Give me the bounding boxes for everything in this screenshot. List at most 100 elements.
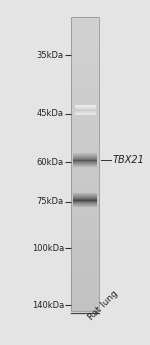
FancyBboxPatch shape	[71, 172, 99, 176]
FancyBboxPatch shape	[73, 203, 97, 204]
FancyBboxPatch shape	[73, 154, 97, 155]
FancyBboxPatch shape	[73, 194, 97, 195]
FancyBboxPatch shape	[73, 200, 97, 201]
FancyBboxPatch shape	[71, 63, 99, 67]
FancyBboxPatch shape	[71, 193, 99, 196]
FancyBboxPatch shape	[71, 69, 99, 73]
FancyBboxPatch shape	[73, 193, 97, 194]
FancyBboxPatch shape	[71, 198, 99, 202]
FancyBboxPatch shape	[75, 109, 96, 110]
FancyBboxPatch shape	[75, 113, 96, 114]
FancyBboxPatch shape	[73, 204, 97, 205]
FancyBboxPatch shape	[73, 199, 97, 200]
FancyBboxPatch shape	[71, 237, 99, 240]
FancyBboxPatch shape	[73, 162, 97, 163]
FancyBboxPatch shape	[75, 111, 96, 112]
FancyBboxPatch shape	[73, 198, 97, 199]
FancyBboxPatch shape	[73, 195, 97, 196]
FancyBboxPatch shape	[73, 154, 97, 155]
FancyBboxPatch shape	[75, 110, 96, 111]
FancyBboxPatch shape	[75, 112, 96, 113]
FancyBboxPatch shape	[71, 295, 99, 299]
FancyBboxPatch shape	[71, 286, 99, 290]
FancyBboxPatch shape	[73, 155, 97, 156]
FancyBboxPatch shape	[71, 184, 99, 187]
FancyBboxPatch shape	[71, 61, 99, 64]
FancyBboxPatch shape	[73, 164, 97, 165]
FancyBboxPatch shape	[73, 161, 97, 162]
FancyBboxPatch shape	[75, 105, 96, 106]
FancyBboxPatch shape	[71, 116, 99, 120]
FancyBboxPatch shape	[71, 84, 99, 88]
FancyBboxPatch shape	[73, 202, 97, 203]
Text: 60kDa: 60kDa	[37, 158, 64, 167]
FancyBboxPatch shape	[75, 112, 96, 113]
FancyBboxPatch shape	[73, 198, 97, 199]
FancyBboxPatch shape	[71, 280, 99, 284]
FancyBboxPatch shape	[71, 155, 99, 158]
FancyBboxPatch shape	[71, 207, 99, 211]
FancyBboxPatch shape	[71, 204, 99, 208]
Text: 100kDa: 100kDa	[32, 244, 64, 253]
FancyBboxPatch shape	[73, 206, 97, 207]
FancyBboxPatch shape	[71, 213, 99, 217]
FancyBboxPatch shape	[71, 210, 99, 214]
FancyBboxPatch shape	[71, 175, 99, 179]
FancyBboxPatch shape	[73, 166, 97, 167]
Text: 45kDa: 45kDa	[37, 109, 64, 118]
FancyBboxPatch shape	[71, 163, 99, 167]
FancyBboxPatch shape	[73, 157, 97, 158]
FancyBboxPatch shape	[73, 201, 97, 202]
FancyBboxPatch shape	[71, 251, 99, 255]
FancyBboxPatch shape	[71, 81, 99, 85]
FancyBboxPatch shape	[75, 107, 96, 108]
FancyBboxPatch shape	[71, 248, 99, 252]
FancyBboxPatch shape	[73, 196, 97, 197]
FancyBboxPatch shape	[71, 131, 99, 135]
FancyBboxPatch shape	[73, 165, 97, 166]
FancyBboxPatch shape	[75, 108, 96, 109]
FancyBboxPatch shape	[71, 190, 99, 193]
FancyBboxPatch shape	[71, 28, 99, 32]
FancyBboxPatch shape	[71, 284, 99, 287]
FancyBboxPatch shape	[71, 178, 99, 181]
FancyBboxPatch shape	[71, 292, 99, 296]
FancyBboxPatch shape	[71, 160, 99, 164]
FancyBboxPatch shape	[75, 112, 96, 113]
FancyBboxPatch shape	[71, 31, 99, 35]
FancyBboxPatch shape	[71, 301, 99, 305]
FancyBboxPatch shape	[71, 201, 99, 205]
FancyBboxPatch shape	[71, 269, 99, 273]
FancyBboxPatch shape	[71, 228, 99, 231]
FancyBboxPatch shape	[73, 158, 97, 159]
FancyBboxPatch shape	[71, 72, 99, 76]
FancyBboxPatch shape	[71, 222, 99, 226]
FancyBboxPatch shape	[71, 22, 99, 26]
FancyBboxPatch shape	[73, 203, 97, 204]
FancyBboxPatch shape	[71, 151, 99, 155]
FancyBboxPatch shape	[71, 146, 99, 149]
FancyBboxPatch shape	[73, 205, 97, 206]
FancyBboxPatch shape	[71, 93, 99, 97]
FancyBboxPatch shape	[73, 195, 97, 196]
FancyBboxPatch shape	[71, 219, 99, 223]
FancyBboxPatch shape	[71, 254, 99, 258]
FancyBboxPatch shape	[71, 289, 99, 293]
FancyBboxPatch shape	[71, 257, 99, 261]
FancyBboxPatch shape	[71, 119, 99, 123]
FancyBboxPatch shape	[71, 128, 99, 132]
Text: TBX21: TBX21	[113, 156, 145, 165]
FancyBboxPatch shape	[71, 137, 99, 140]
FancyBboxPatch shape	[71, 239, 99, 243]
FancyBboxPatch shape	[75, 110, 96, 111]
Text: 35kDa: 35kDa	[37, 51, 64, 60]
FancyBboxPatch shape	[71, 46, 99, 50]
FancyBboxPatch shape	[71, 231, 99, 234]
FancyBboxPatch shape	[73, 163, 97, 164]
FancyBboxPatch shape	[71, 266, 99, 269]
FancyBboxPatch shape	[73, 162, 97, 163]
FancyBboxPatch shape	[71, 26, 99, 29]
FancyBboxPatch shape	[71, 216, 99, 220]
FancyBboxPatch shape	[71, 304, 99, 308]
FancyBboxPatch shape	[71, 55, 99, 58]
